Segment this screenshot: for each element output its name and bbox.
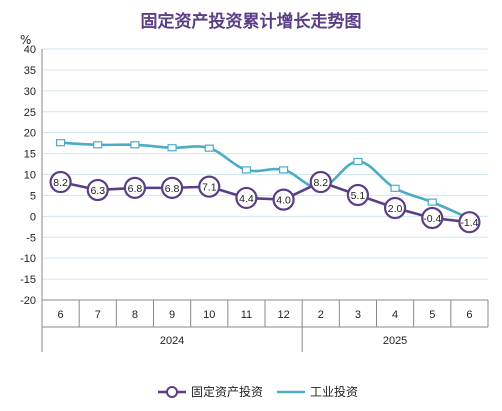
x-tick-label: 6: [466, 309, 472, 321]
y-tick-labels: -20 -15 -10 -5 0 5 10 15 20 25 30 35 40: [20, 44, 36, 307]
chart-title: 固定资产投资累计增长走势图: [141, 11, 362, 32]
fixed-asset-data-label: -1.4: [460, 217, 478, 229]
x-tick-label: 3: [355, 309, 361, 321]
y-tick-label: -20: [20, 295, 36, 307]
industrial-marker: [130, 141, 140, 149]
legend-label-fixed-asset: 固定资产投资: [191, 384, 263, 399]
legend-marker-fixed-asset: [166, 386, 178, 398]
fixed-asset-marker: [458, 211, 481, 234]
fixed-asset-data-label: 4.0: [276, 195, 291, 207]
fixed-asset-marker: [346, 183, 370, 207]
fixed-asset-data-label: 2.0: [388, 203, 403, 215]
industrial-marker: [278, 166, 289, 174]
y-tick-label: 0: [30, 211, 36, 223]
industrial-marker: [204, 144, 214, 152]
year-label: 2025: [383, 335, 407, 347]
series-marks: 8.2 6.3 6.8 6.8 7.1 4.4 4.0 8.2 5.1 2.0 -0.4 -1.4: [49, 139, 481, 234]
fixed-asset-data-label: 8.2: [313, 177, 328, 189]
grid: [42, 48, 488, 280]
fixed-asset-data-label: 8.2: [53, 177, 68, 189]
y-tick-label: -15: [20, 274, 36, 286]
x-tick-label: 7: [95, 309, 101, 321]
x-tick-label: 11: [241, 309, 252, 321]
fixed-asset-data-label: -0.4: [423, 213, 441, 225]
fixed-asset-marker: [86, 178, 109, 202]
fixed-asset-marker: [160, 176, 184, 199]
x-tick-label: 4: [392, 309, 398, 321]
x-tick-label: 2: [318, 309, 324, 321]
fixed-asset-marker: [123, 176, 147, 199]
fixed-asset-marker: [235, 186, 258, 210]
industrial-marker: [167, 144, 177, 152]
y-tick-label: 40: [24, 44, 36, 56]
y-tick-label: 10: [24, 170, 36, 182]
industrial-marker: [390, 184, 400, 192]
legend-label-industrial: 工业投资: [310, 384, 358, 399]
x-tick-label: 10: [203, 309, 215, 321]
year-label: 2024: [160, 335, 184, 347]
industrial-marker: [241, 166, 252, 174]
fixed-asset-data-label: 6.8: [128, 183, 143, 195]
x-tick-label: 9: [169, 309, 175, 321]
axes: [41, 49, 489, 352]
fixed-asset-marker: [309, 170, 332, 194]
fixed-asset-data-label: 7.1: [202, 182, 217, 194]
fixed-asset-marker: [421, 206, 444, 230]
fixed-asset-marker: [383, 196, 407, 220]
x-tick-labels: 6 7 8 9 10 11 12 2 3 4 5 6 2024 2025: [58, 309, 473, 347]
y-tick-label: 25: [24, 107, 36, 119]
industrial-marker: [93, 141, 103, 149]
series-lines: [60, 141, 470, 224]
industrial-marker: [353, 157, 363, 166]
y-tick-label: -10: [20, 253, 36, 265]
y-tick-label: 5: [30, 190, 36, 202]
industrial-marker: [55, 139, 66, 147]
x-tick-label: 12: [277, 309, 289, 321]
fixed-asset-marker: [198, 175, 221, 198]
fixed-asset-marker: [49, 170, 72, 194]
fixed-asset-data-label: 6.8: [165, 183, 180, 195]
fixed-asset-data-label: 5.1: [351, 190, 366, 202]
fixed-asset-marker: [272, 188, 295, 211]
x-tick-label: 6: [58, 309, 64, 321]
legend: 固定资产投资 工业投资: [158, 384, 358, 399]
y-tick-label: 35: [24, 65, 36, 77]
y-tick-label: -5: [26, 232, 36, 244]
fixed-asset-data-label: 4.4: [239, 193, 254, 205]
x-tick-label: 5: [429, 309, 435, 321]
industrial-marker: [427, 198, 437, 206]
y-tick-label: 20: [24, 128, 36, 140]
y-tick-label: 30: [24, 86, 36, 98]
fixed-asset-data-label: 6.3: [90, 185, 105, 197]
y-tick-label: 15: [24, 149, 36, 161]
x-tick-label: 8: [132, 309, 138, 321]
y-axis-unit: %: [20, 33, 31, 47]
